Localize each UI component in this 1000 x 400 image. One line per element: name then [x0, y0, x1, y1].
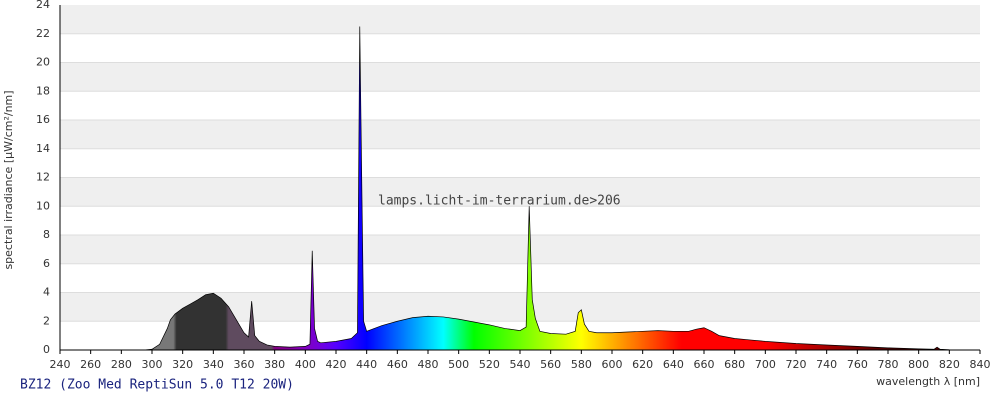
x-tick-label: 680	[724, 358, 745, 371]
y-tick-label: 0	[43, 343, 50, 356]
x-tick-label: 720	[786, 358, 807, 371]
x-tick-label: 800	[908, 358, 929, 371]
x-tick-label: 340	[203, 358, 224, 371]
x-tick-label: 620	[632, 358, 653, 371]
y-tick-label: 8	[43, 228, 50, 241]
plot	[60, 26, 981, 351]
x-tick-label: 560	[540, 358, 561, 371]
x-tick-label: 820	[939, 358, 960, 371]
x-tick-label: 440	[356, 358, 377, 371]
y-tick-label: 16	[36, 113, 50, 126]
y-tick-label: 20	[36, 56, 50, 69]
x-tick-label: 500	[448, 358, 469, 371]
x-tick-label: 380	[264, 358, 285, 371]
x-tick-label: 640	[663, 358, 684, 371]
x-tick-label: 760	[847, 358, 868, 371]
watermark: lamps.licht-im-terrarium.de>206	[378, 194, 621, 209]
chart-title: BZ12 (Zoo Med ReptiSun 5.0 T12 20W)	[20, 378, 294, 393]
x-tick-label: 660	[694, 358, 715, 371]
x-tick-label: 780	[878, 358, 899, 371]
x-tick-label: 600	[602, 358, 623, 371]
grid	[60, 5, 980, 351]
x-tick-label: 240	[50, 358, 71, 371]
y-tick-label: 14	[36, 142, 50, 155]
x-axis-label: wavelength λ [nm]	[876, 375, 980, 388]
x-tick-label: 700	[755, 358, 776, 371]
x-tick-label: 360	[234, 358, 255, 371]
y-axis-label: spectral irradiance [µW/cm²/nm]	[2, 90, 15, 269]
y-tick-label: 4	[43, 286, 50, 299]
y-tick-label: 18	[36, 84, 50, 97]
x-tick-label: 840	[970, 358, 991, 371]
y-tick-label: 22	[36, 27, 50, 40]
x-tick-label: 400	[295, 358, 316, 371]
x-tick-label: 320	[172, 358, 193, 371]
y-tick-label: 10	[36, 199, 50, 212]
x-tick-label: 740	[816, 358, 837, 371]
x-tick-label: 520	[479, 358, 500, 371]
x-tick-label: 460	[387, 358, 408, 371]
x-tick-label: 420	[326, 358, 347, 371]
y-tick-label: 2	[43, 314, 50, 327]
spectrum-area	[60, 26, 981, 351]
x-tick-label: 480	[418, 358, 439, 371]
y-tick-label: 6	[43, 257, 50, 270]
x-tick-label: 300	[142, 358, 163, 371]
x-tick-label: 580	[571, 358, 592, 371]
x-tick-label: 260	[80, 358, 101, 371]
y-tick-label: 24	[36, 0, 50, 11]
x-tick-label: 540	[510, 358, 531, 371]
y-tick-label: 12	[36, 171, 50, 184]
x-tick-label: 280	[111, 358, 132, 371]
